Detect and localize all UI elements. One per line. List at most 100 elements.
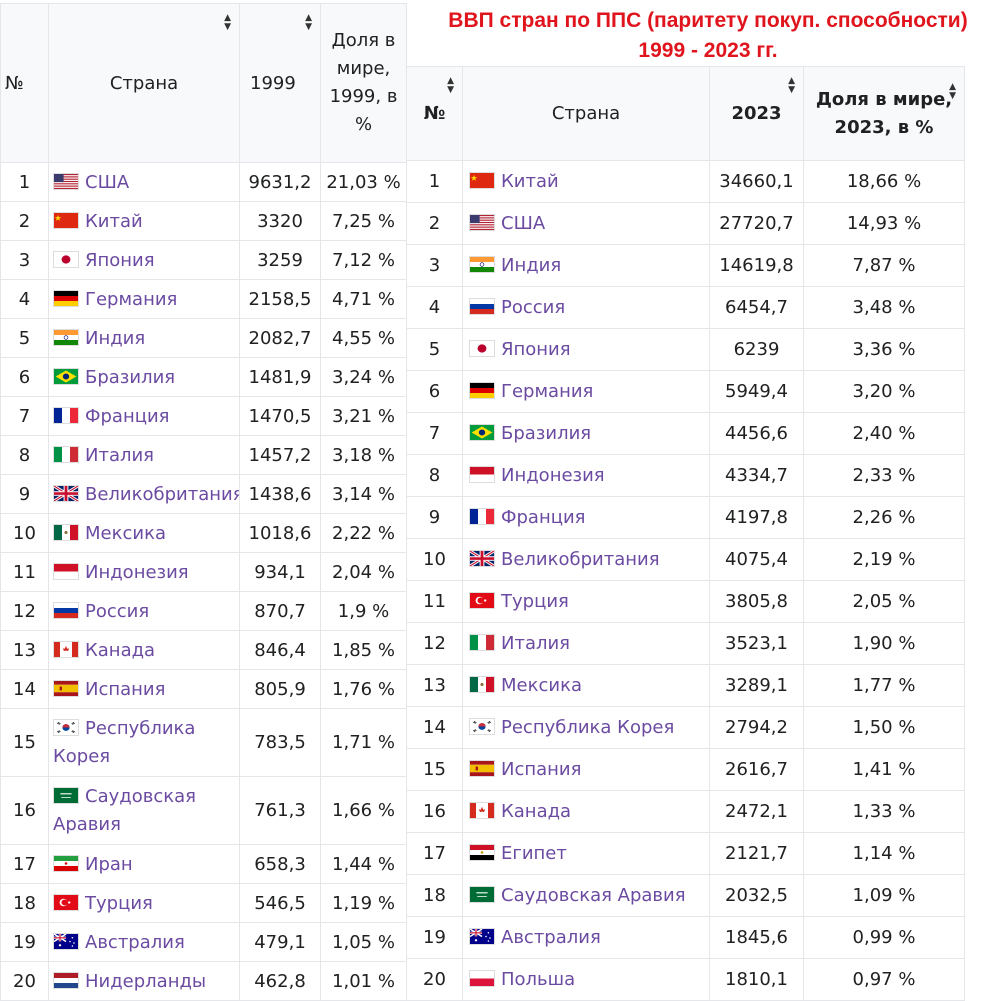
country-link[interactable]: Индонезия	[85, 561, 189, 583]
world-share: 1,14 %	[803, 832, 965, 875]
country-cell: Египет	[462, 832, 710, 875]
gdp-value: 1810,1	[709, 958, 804, 1001]
country-cell: Индонезия	[48, 552, 240, 592]
gdp-value: 761,3	[239, 776, 321, 845]
country-cell: Бразилия	[48, 357, 240, 397]
sort-icon[interactable]: ▲ ▼	[447, 76, 454, 95]
country-cell: Иран	[48, 844, 240, 884]
world-share: 1,71 %	[320, 708, 407, 777]
table-row: 18 Саудовская Аравия 2032,5 1,09 %	[406, 874, 965, 917]
col-header-label: №	[423, 103, 446, 124]
us-flag-icon	[53, 172, 79, 190]
col-header-number[interactable]: №	[0, 3, 49, 163]
country-link[interactable]: США	[85, 171, 130, 193]
gdp-value: 4456,6	[709, 412, 804, 455]
country-cell: Индия	[48, 318, 240, 358]
row-number: 14	[406, 706, 463, 749]
country-link[interactable]: Франция	[85, 405, 170, 427]
col-header-number[interactable]: ▲ ▼ №	[406, 66, 463, 161]
country-cell: Испания	[462, 748, 710, 791]
country-link[interactable]: Италия	[85, 444, 155, 466]
sort-icon[interactable]: ▲ ▼	[224, 13, 231, 32]
sort-icon[interactable]: ▲ ▼	[949, 82, 956, 101]
country-link[interactable]: Австралия	[85, 931, 185, 953]
row-number: 13	[406, 664, 463, 707]
country-link[interactable]: Иран	[85, 853, 133, 875]
country-link[interactable]: Япония	[85, 249, 155, 271]
germany-flag-icon	[469, 382, 495, 399]
table-row: 9 Великобритания 1438,6 3,14 %	[0, 474, 407, 514]
country-link[interactable]: Саудовская Аравия	[53, 786, 196, 835]
gdp-value: 3320	[239, 201, 321, 241]
row-number: 3	[406, 244, 463, 287]
gdp-value: 805,9	[239, 669, 321, 709]
country-link[interactable]: Япония	[501, 339, 571, 360]
country-link[interactable]: Мексика	[501, 675, 582, 696]
country-link[interactable]: Франция	[501, 507, 586, 528]
country-link[interactable]: Египет	[501, 843, 567, 864]
country-link[interactable]: Бразилия	[501, 423, 592, 444]
country-link[interactable]: Нидерланды	[85, 970, 207, 992]
australia-flag-icon	[469, 928, 495, 945]
row-number: 18	[0, 883, 49, 923]
row-number: 16	[406, 790, 463, 833]
country-link[interactable]: Германия	[85, 288, 178, 310]
col-header-year[interactable]: ▲ ▼ 2023	[709, 66, 804, 161]
country-cell: Австралия	[48, 922, 240, 962]
sort-icon[interactable]: ▲ ▼	[788, 76, 795, 95]
country-link[interactable]: Великобритания	[501, 549, 660, 570]
country-cell: Испания	[48, 669, 240, 709]
country-link[interactable]: Турция	[85, 892, 153, 914]
country-link[interactable]: Канада	[85, 639, 156, 661]
gdp-value: 783,5	[239, 708, 321, 777]
country-link[interactable]: Индия	[85, 327, 146, 349]
country-link[interactable]: Мексика	[85, 522, 166, 544]
country-link[interactable]: Китай	[501, 171, 559, 192]
country-link[interactable]: Австралия	[501, 927, 601, 948]
country-link[interactable]: Китай	[85, 210, 143, 232]
country-link[interactable]: Польша	[501, 969, 576, 990]
brazil-flag-icon	[469, 424, 495, 441]
table-row: 6 Бразилия 1481,9 3,24 %	[0, 357, 407, 397]
table-row: 12 Италия 3523,1 1,90 %	[406, 622, 965, 665]
country-link[interactable]: Турция	[501, 591, 569, 612]
world-share: 0,99 %	[803, 916, 965, 959]
country-link[interactable]: Бразилия	[85, 366, 176, 388]
country-cell: Бразилия	[462, 412, 710, 455]
world-share: 2,04 %	[320, 552, 407, 592]
world-share: 4,55 %	[320, 318, 407, 358]
poland-flag-icon	[469, 970, 495, 987]
country-link[interactable]: Индонезия	[501, 465, 605, 486]
row-number: 6	[0, 357, 49, 397]
sort-icon[interactable]: ▲ ▼	[305, 13, 312, 32]
country-link[interactable]: США	[501, 213, 546, 234]
col-header-country[interactable]: Страна	[462, 66, 710, 161]
country-link[interactable]: Италия	[501, 633, 571, 654]
world-share: 2,33 %	[803, 454, 965, 497]
country-link[interactable]: Россия	[501, 297, 566, 318]
gdp-value: 4075,4	[709, 538, 804, 581]
col-header-share[interactable]: Доля в мире, 1999, в %	[320, 3, 407, 163]
world-share: 1,05 %	[320, 922, 407, 962]
col-header-year[interactable]: ▲ ▼ 1999	[239, 3, 321, 163]
col-header-share[interactable]: ▲ ▼ Доля в мире, 2023, в %	[803, 66, 965, 161]
india-flag-icon	[53, 328, 79, 346]
row-number: 14	[0, 669, 49, 709]
country-link[interactable]: Россия	[85, 600, 150, 622]
page-title: ВВП стран по ППС (паритету покуп. способ…	[410, 6, 1000, 66]
gdp-value: 2082,7	[239, 318, 321, 358]
gdp-value: 1438,6	[239, 474, 321, 514]
col-header-country[interactable]: ▲ ▼ Страна	[48, 3, 240, 163]
country-link[interactable]: Канада	[501, 801, 572, 822]
gdp-value: 2616,7	[709, 748, 804, 791]
country-link[interactable]: Республика Корея	[501, 717, 675, 738]
country-link[interactable]: Индия	[501, 255, 562, 276]
country-link[interactable]: Германия	[501, 381, 594, 402]
country-link[interactable]: Республика Корея	[53, 718, 196, 767]
country-link[interactable]: Испания	[85, 678, 166, 700]
country-link[interactable]: Великобритания	[85, 483, 240, 505]
table-row: 10 Великобритания 4075,4 2,19 %	[406, 538, 965, 581]
country-link[interactable]: Испания	[501, 759, 582, 780]
country-link[interactable]: Саудовская Аравия	[501, 885, 686, 906]
country-cell: Франция	[462, 496, 710, 539]
